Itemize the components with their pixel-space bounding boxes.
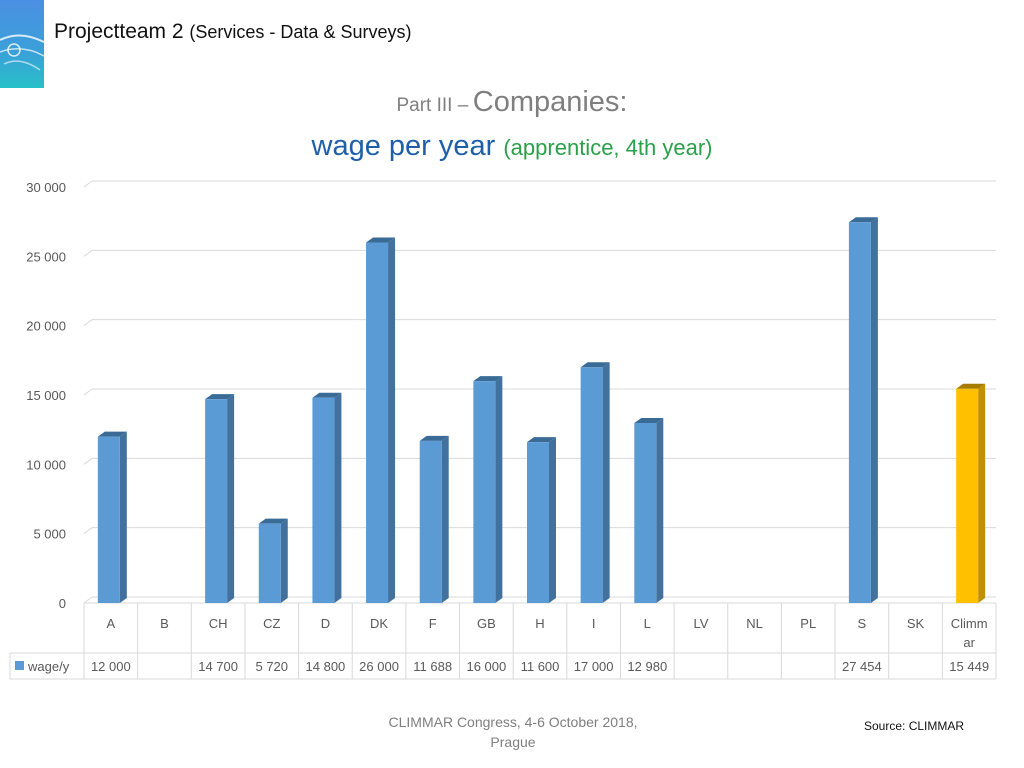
bar-S [848, 222, 871, 603]
table-value: 5 720 [255, 659, 288, 674]
chart-title-line1: Part III – Companies: [0, 86, 1024, 119]
table-value: 26 000 [359, 659, 399, 674]
bar-side-I [602, 362, 610, 603]
y-tick-label: 0 [59, 596, 66, 611]
gridline-stub [83, 596, 93, 604]
bar-top-L [634, 418, 664, 424]
x-tick-label: PL [800, 616, 816, 631]
bar-side-L [656, 418, 664, 603]
bar-top-F [419, 435, 449, 441]
x-tick-label: H [535, 616, 544, 631]
chart-title-line2: wage per year (apprentice, 4th year) [0, 130, 1024, 163]
bar-side-A [119, 431, 127, 603]
bar-top-Climmar [956, 383, 986, 389]
x-tick-label: CH [209, 616, 228, 631]
table-value: 14 700 [198, 659, 238, 674]
bar-side-S [870, 217, 878, 603]
source-note: Source: CLIMMAR [864, 719, 965, 733]
bar-top-H [527, 437, 556, 443]
y-tick-label: 10 000 [26, 457, 66, 472]
chart-title-part: Part III – [396, 95, 469, 116]
bar-side-CZ [280, 518, 288, 603]
bar-side-F [441, 435, 449, 603]
x-tick-label: ar [963, 635, 975, 650]
footer-line1: CLIMMAR Congress, 4-6 October 2018, [388, 714, 638, 730]
bar-H [527, 442, 549, 603]
bar-side-DK [388, 237, 396, 603]
table-value: 27 454 [842, 659, 882, 674]
legend-label: wage/y [27, 659, 70, 674]
table-value: 16 000 [466, 659, 506, 674]
y-tick-label: 20 000 [26, 319, 66, 334]
x-tick-label: I [592, 616, 596, 631]
bar-CZ [258, 523, 281, 603]
table-value: 17 000 [574, 659, 614, 674]
x-tick-label: NL [746, 616, 763, 631]
chart-title-paren: (apprentice, 4th year) [503, 135, 713, 160]
gridline-stub [83, 249, 93, 257]
bar-side-Climmar [978, 383, 986, 603]
x-tick-label: F [429, 616, 437, 631]
table-value: 12 000 [91, 659, 131, 674]
climmar-logo [0, 0, 44, 88]
slide-subtitle: (Services - Data & Surveys) [189, 22, 412, 42]
bar-side-D [334, 392, 342, 603]
legend-swatch [15, 661, 24, 670]
x-tick-label: B [160, 616, 169, 631]
gridline-stub [83, 388, 93, 396]
bar-side-GB [495, 376, 503, 603]
bar-F [419, 440, 442, 603]
gridline-stub [83, 319, 93, 327]
table-value: 11 688 [413, 659, 452, 674]
x-tick-label: A [106, 616, 115, 631]
y-tick-label: 30 000 [26, 180, 66, 195]
x-tick-label: GB [477, 616, 496, 631]
y-tick-label: 5 000 [33, 527, 66, 542]
x-tick-label: D [321, 616, 330, 631]
bar-top-D [312, 392, 342, 398]
bar-GB [473, 381, 496, 603]
x-tick-label: SK [907, 616, 925, 631]
bar-A [97, 436, 120, 603]
bar-DK [366, 242, 389, 603]
x-tick-label: DK [370, 616, 388, 631]
slide-title: Projectteam 2 [54, 20, 184, 43]
chart-title-main: wage per year [311, 130, 496, 162]
bar-L [634, 423, 657, 603]
bar-Climmar [956, 388, 979, 603]
bar-top-CZ [258, 518, 288, 524]
table-value: 14 800 [306, 659, 346, 674]
x-tick-label: CZ [263, 616, 280, 631]
bar-I [580, 367, 603, 603]
x-tick-label: Climm [951, 616, 988, 631]
bar-D [312, 397, 335, 603]
bar-top-CH [205, 394, 235, 400]
footer-line2: Prague [490, 734, 536, 750]
y-tick-label: 15 000 [26, 388, 66, 403]
chart-title-companies: Companies: [472, 86, 628, 118]
bar-top-S [848, 217, 878, 223]
x-tick-label: S [858, 616, 867, 631]
gridline-stub [83, 527, 93, 535]
gridline-stub [83, 457, 93, 465]
table-value: 15 449 [949, 659, 989, 674]
bar-top-GB [473, 376, 503, 382]
slide-header: Projectteam 2 (Services - Data & Surveys… [54, 20, 411, 44]
x-tick-label: L [644, 616, 651, 631]
gridline-stub [83, 180, 93, 188]
bar-top-A [97, 431, 127, 437]
table-value: 11 600 [521, 659, 560, 674]
x-tick-label: LV [693, 616, 708, 631]
bar-CH [205, 399, 228, 603]
bar-top-I [580, 362, 610, 368]
footer-note: CLIMMAR Congress, 4-6 October 2018, Prag… [370, 712, 656, 752]
table-value: 12 980 [627, 659, 667, 674]
bar-side-H [549, 437, 556, 603]
bar-side-CH [227, 394, 235, 603]
y-tick-label: 25 000 [26, 249, 66, 264]
bar-top-DK [366, 237, 396, 243]
